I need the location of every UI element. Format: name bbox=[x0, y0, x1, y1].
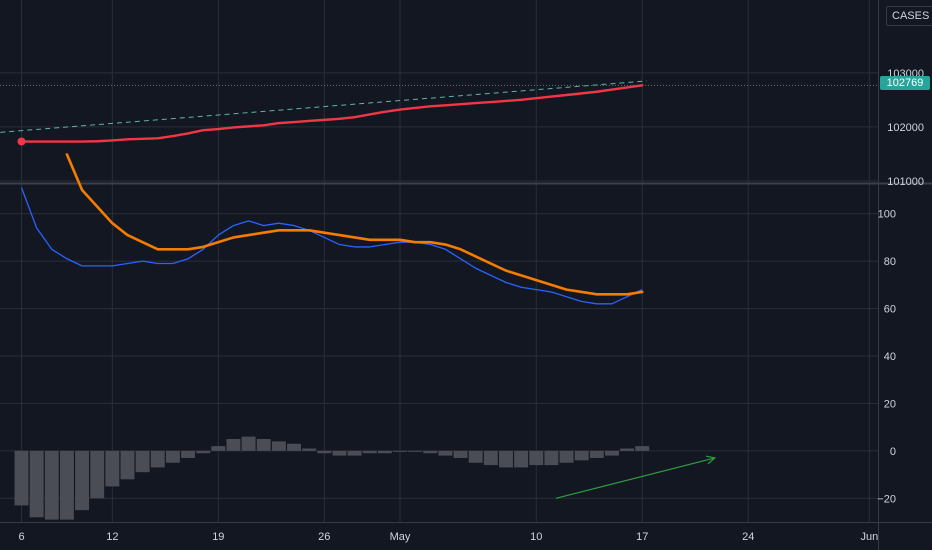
oscillator-tick-label: −20 bbox=[877, 493, 896, 505]
histogram-bar bbox=[226, 439, 241, 451]
price-pane[interactable] bbox=[0, 80, 878, 146]
histogram-bar bbox=[544, 450, 559, 466]
oscillator-tick-label: 40 bbox=[884, 351, 896, 363]
histogram-bar bbox=[468, 450, 483, 463]
last-price-tag: 102769 bbox=[880, 76, 930, 90]
time-tick-label: Jun bbox=[860, 531, 878, 543]
histogram-bar bbox=[256, 439, 271, 451]
oscillator-tick-label: 100 bbox=[878, 209, 896, 221]
histogram-bar bbox=[574, 450, 589, 461]
histogram-bar bbox=[620, 448, 635, 451]
histogram-bar bbox=[514, 450, 529, 468]
histogram-bar bbox=[165, 450, 180, 463]
time-tick-label: 26 bbox=[318, 531, 330, 543]
time-axis[interactable]: 6 12 19 26 May 10 17 24 Jun bbox=[18, 531, 878, 543]
histogram-bar bbox=[635, 446, 650, 451]
oscillator-axis[interactable]: 100 80 60 40 20 0 −20 bbox=[877, 209, 896, 506]
histogram-bar bbox=[120, 450, 135, 480]
time-tick-label: 10 bbox=[530, 531, 542, 543]
histogram-bar bbox=[150, 450, 165, 468]
histogram-bar bbox=[499, 450, 513, 468]
histogram-bar bbox=[135, 450, 150, 473]
cases-start-marker bbox=[17, 137, 26, 146]
slow-line bbox=[65, 153, 644, 296]
oscillator-pane[interactable] bbox=[14, 153, 717, 520]
histogram-bar bbox=[14, 450, 29, 506]
trend-arrow bbox=[555, 457, 716, 499]
histogram-bar bbox=[302, 448, 317, 451]
histogram-bar bbox=[332, 450, 347, 456]
price-tick-label: 102000 bbox=[887, 122, 924, 134]
histogram-bar bbox=[59, 450, 74, 520]
histogram-bar bbox=[29, 450, 44, 518]
cases-line bbox=[20, 84, 644, 143]
histogram-bar bbox=[483, 450, 498, 466]
histogram-bar bbox=[241, 436, 256, 451]
oscillator-tick-label: 20 bbox=[884, 398, 896, 410]
time-tick-label: 24 bbox=[742, 531, 754, 543]
histogram-bar bbox=[362, 450, 377, 454]
histogram-bar bbox=[559, 450, 574, 463]
oscillator-tick-label: 80 bbox=[884, 256, 896, 268]
histogram-bar bbox=[408, 450, 423, 452]
histogram-bar bbox=[105, 450, 120, 487]
grid-lines bbox=[0, 0, 878, 522]
histogram-bar bbox=[589, 450, 604, 458]
histogram-bar bbox=[181, 450, 196, 458]
histogram-bar bbox=[347, 450, 362, 456]
time-tick-label: 6 bbox=[18, 531, 24, 543]
symbol-label[interactable]: CASES bbox=[886, 6, 932, 26]
trend-line bbox=[0, 80, 647, 133]
histogram-bar bbox=[453, 450, 468, 458]
time-tick-label: 12 bbox=[106, 531, 118, 543]
time-tick-label: 19 bbox=[212, 531, 224, 543]
time-tick-label: 17 bbox=[636, 531, 648, 543]
fast-line bbox=[20, 187, 643, 305]
histogram-bar bbox=[377, 450, 392, 454]
time-tick-label: May bbox=[390, 531, 411, 543]
oscillator-tick-label: 60 bbox=[884, 304, 896, 316]
histogram-bar bbox=[438, 450, 453, 456]
oscillator-tick-label: 0 bbox=[890, 446, 896, 458]
histogram-bar bbox=[90, 450, 105, 499]
histogram-bar bbox=[529, 450, 544, 466]
histogram-bar bbox=[75, 450, 90, 511]
histogram-bar bbox=[44, 450, 59, 520]
histogram-bar bbox=[423, 450, 438, 454]
trend-arrow-head bbox=[705, 455, 717, 465]
histogram-bar bbox=[196, 450, 211, 454]
histogram-bar bbox=[317, 450, 332, 454]
histogram-bar bbox=[211, 446, 226, 451]
histogram-bar bbox=[604, 450, 619, 456]
price-tick-label: 101000 bbox=[887, 176, 924, 188]
histogram-bar bbox=[287, 443, 301, 451]
histogram-bar bbox=[271, 441, 286, 451]
histogram-bar bbox=[393, 450, 407, 452]
